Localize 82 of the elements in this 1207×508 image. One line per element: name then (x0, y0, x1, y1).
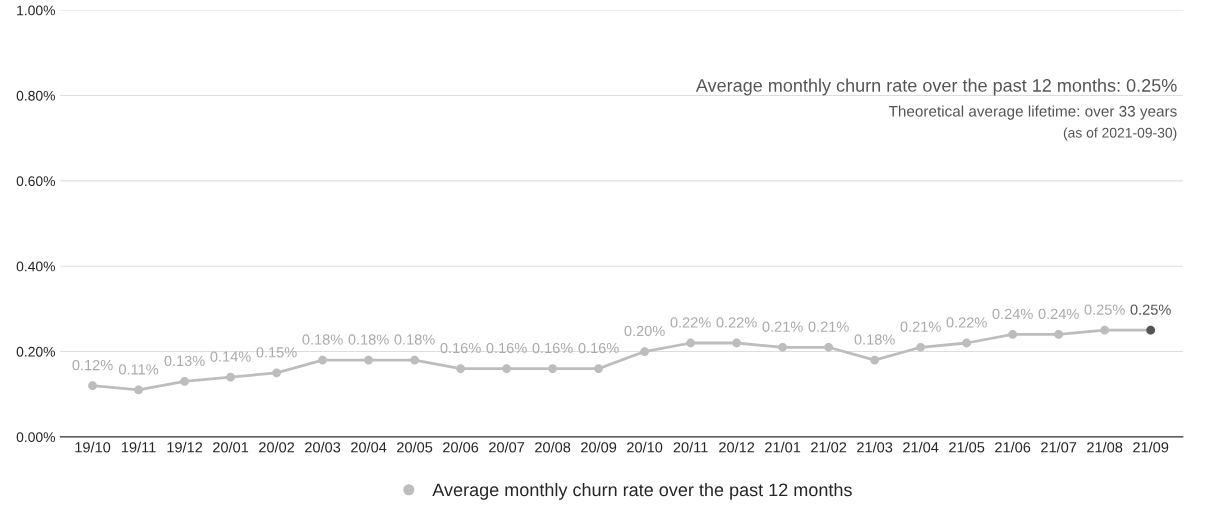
x-tick-label: 21/06 (995, 441, 1031, 453)
x-tick-label: 20/08 (535, 441, 571, 453)
data-label: 0.21% (900, 321, 941, 332)
x-tick-label: 20/10 (627, 441, 663, 453)
x-tick-label: 19/10 (75, 441, 111, 453)
data-label: 0.16% (532, 342, 573, 354)
x-tick-label: 20/01 (213, 441, 249, 453)
point (732, 338, 742, 348)
point (686, 338, 695, 348)
data-label: 0.21% (762, 321, 803, 332)
data-label: 0.22% (946, 317, 987, 328)
point (1008, 330, 1018, 339)
point (1100, 325, 1110, 335)
point (1146, 325, 1156, 335)
x-tick-label: 20/03 (305, 441, 341, 453)
point (548, 364, 557, 373)
x-tick-label: 21/09 (1133, 441, 1169, 453)
data-label: 0.18% (394, 334, 435, 345)
data-label: 0.25% (1130, 304, 1171, 315)
point (640, 347, 649, 356)
data-label: 0.25% (1084, 304, 1125, 315)
point (824, 342, 834, 352)
x-tick-label: 21/05 (949, 441, 985, 453)
point (226, 372, 235, 382)
point (962, 338, 972, 348)
data-label: 0.18% (302, 334, 343, 345)
point (272, 368, 281, 378)
y-tick-label: 0.60% (16, 176, 55, 187)
x-tick-label: 21/01 (765, 441, 801, 453)
data-label: 0.20% (624, 325, 665, 337)
x-tick-label: 20/06 (443, 441, 479, 453)
x-tick-label: 20/04 (351, 441, 387, 453)
x-tick-label: 19/11 (121, 441, 156, 453)
data-label: 0.22% (670, 317, 711, 328)
data-label: 0.21% (808, 321, 849, 332)
point (318, 355, 327, 365)
x-tick-label: 20/05 (397, 441, 433, 453)
data-label: 0.11% (118, 364, 159, 375)
point (180, 377, 189, 386)
data-label: 0.12% (72, 359, 113, 371)
point (134, 385, 143, 395)
x-tick-label: 21/02 (811, 441, 847, 453)
data-label: 0.24% (1038, 308, 1079, 320)
point (916, 342, 926, 352)
point (410, 355, 419, 365)
y-tick-label: 1.00% (17, 5, 55, 16)
point (364, 355, 373, 365)
annotation: Average monthly churn rate over the past 12 months: 0.25% (695, 78, 1177, 96)
point (594, 364, 603, 373)
data-label: 0.16% (578, 342, 619, 354)
x-tick-label: 21/03 (857, 441, 893, 453)
data-label: 0.14% (210, 351, 251, 362)
point (1054, 330, 1064, 339)
data-label: 0.13% (164, 355, 205, 367)
x-tick-label: 20/09 (581, 441, 617, 453)
legend-label: Average monthly churn rate over the past 12 months (432, 483, 852, 500)
data-label: 0.22% (716, 317, 757, 328)
y-tick-label: 0.40% (16, 261, 55, 272)
x-tick-label: 21/07 (1041, 441, 1077, 453)
data-label: 0.16% (486, 342, 527, 354)
x-tick-label: 20/02 (259, 441, 295, 453)
data-label: 0.24% (992, 308, 1033, 320)
data-label: 0.16% (440, 342, 481, 354)
point (778, 342, 788, 352)
point (502, 364, 511, 373)
x-tick-label: 20/11 (673, 441, 708, 453)
x-tick-label: 19/12 (167, 441, 203, 453)
y-tick-label: 0.00% (16, 432, 55, 443)
x-tick-label: 21/04 (903, 441, 939, 453)
y-tick-label: 0.20% (16, 346, 55, 357)
data-label: 0.18% (854, 334, 895, 345)
data-label: 0.18% (348, 334, 389, 345)
point (870, 355, 880, 365)
data-label: 0.15% (256, 347, 297, 358)
y-tick-label: 0.80% (16, 90, 55, 101)
point (88, 381, 97, 391)
x-tick-label: 21/08 (1087, 441, 1123, 453)
annotation: Theoretical average lifetime: over 33 years (888, 105, 1177, 120)
annotation: (as of 2021-09-30) (1063, 127, 1177, 141)
x-tick-label: 20/07 (489, 441, 525, 453)
x-tick-label: 20/12 (719, 441, 755, 453)
point (456, 364, 465, 373)
